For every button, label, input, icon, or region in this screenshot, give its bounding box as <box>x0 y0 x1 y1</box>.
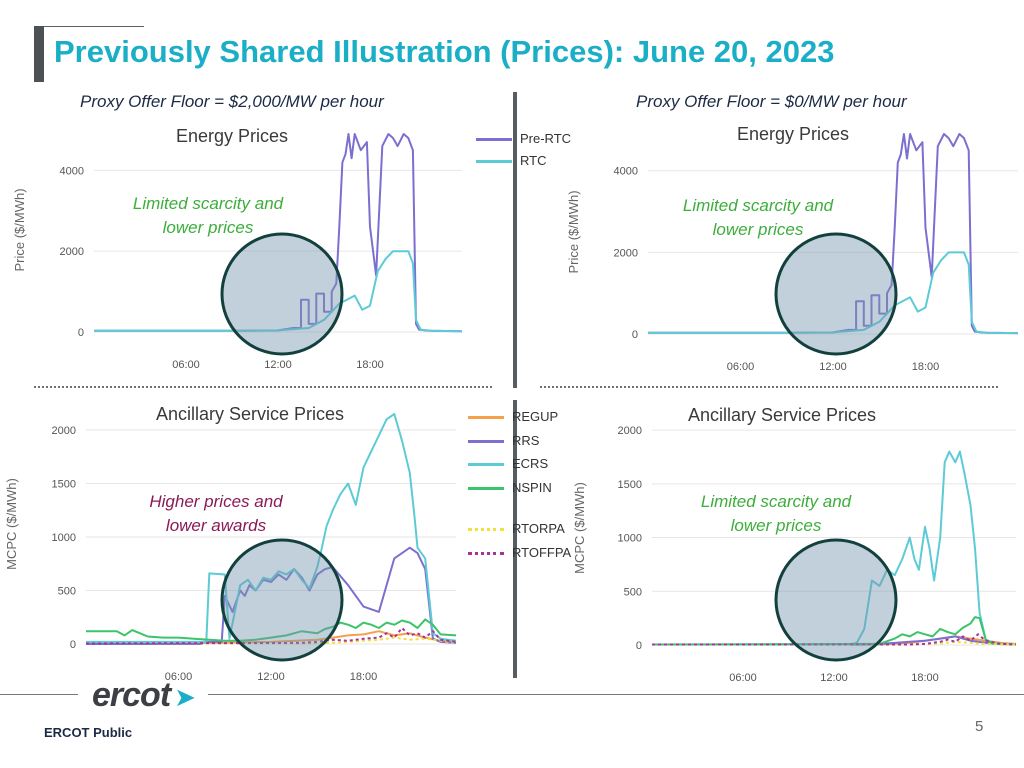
horizontal-divider-right <box>540 386 998 388</box>
title-accent-bar <box>34 26 44 82</box>
series-line-rtoffpa <box>85 627 457 645</box>
chart-title-energy-right: Energy Prices <box>737 124 850 144</box>
footer-rule-left <box>0 694 78 695</box>
chart-title-ancillary-right: Ancillary Service Prices <box>688 405 877 425</box>
legend-swatch <box>476 160 512 163</box>
proxy-floor-left: Proxy Offer Floor = $2,000/MW per hour <box>80 92 384 111</box>
x-tick-label: 12:00 <box>820 672 848 684</box>
chart-0: 0 2000 4000 06:00 12:00 18:00 Price ($/MWh) <box>12 133 463 371</box>
x-tick-label: 06:00 <box>165 671 193 683</box>
y-tick-label: 1500 <box>618 479 642 491</box>
annotation-energy-left: Limited scarcity and lower prices <box>132 194 284 237</box>
y-tick-label: 2000 <box>60 246 84 258</box>
chart-1: 0 2000 4000 06:00 12:00 18:00 Price ($/MWh) <box>566 133 1019 373</box>
footer-label: ERCOT Public <box>44 725 133 740</box>
x-tick-label: 12:00 <box>257 671 285 683</box>
proxy-floor-right: Proxy Offer Floor = $0/MW per hour <box>636 92 907 111</box>
y-axis-label: Price ($/MWh) <box>12 188 27 271</box>
page-number: 5 <box>975 718 984 735</box>
legend-swatch <box>468 439 504 443</box>
series-line-pre-rtc <box>648 133 1019 335</box>
x-tick-label: 06:00 <box>727 361 755 373</box>
x-tick-label: 18:00 <box>350 671 378 683</box>
series-line-nspin <box>651 616 1017 646</box>
series-line-rtoffpa <box>652 633 1017 646</box>
series-line-nspin <box>86 618 457 642</box>
y-tick-label: 500 <box>624 586 642 598</box>
x-tick-label: 12:00 <box>264 359 292 371</box>
legend-swatch <box>468 486 504 490</box>
y-tick-label: 500 <box>58 586 76 598</box>
y-tick-label: 4000 <box>614 166 638 178</box>
legend-swatch <box>468 416 504 419</box>
y-tick-label: 0 <box>632 329 638 341</box>
legend-label: REGUP <box>512 409 559 424</box>
x-tick-label: 06:00 <box>729 672 757 684</box>
vertical-divider-bottom <box>513 400 517 678</box>
highlight-circle <box>220 538 344 662</box>
annotation-ancillary-right: Limited scarcity and lower prices <box>700 492 852 535</box>
legend-swatch <box>468 463 504 466</box>
legend-label: RTC <box>520 153 547 168</box>
ercot-logo: ercot ➤ <box>92 676 196 714</box>
y-axis-label: Price ($/MWh) <box>566 190 581 273</box>
y-axis-label: MCPC ($/MWh) <box>4 478 19 570</box>
slide-title: Previously Shared Illustration (Prices):… <box>54 34 835 69</box>
y-tick-label: 0 <box>70 639 76 651</box>
legend-label: RRS <box>512 432 540 448</box>
x-tick-label: 18:00 <box>356 359 384 371</box>
y-tick-label: 2000 <box>614 247 638 259</box>
title-rule <box>44 26 144 27</box>
y-tick-label: 2000 <box>52 425 76 437</box>
legend-label: RTORPA <box>512 521 565 536</box>
annotation-energy-right: Limited scarcity and lower prices <box>682 196 834 239</box>
annotation-ancillary-left: Higher prices and lower awards <box>149 492 283 535</box>
y-tick-label: 1500 <box>52 479 76 491</box>
legend-label: Pre-RTC <box>520 131 572 146</box>
legend-label: RTOFFPA <box>512 544 572 560</box>
chart-title-energy-left: Energy Prices <box>176 126 289 146</box>
highlight-circle <box>774 538 898 662</box>
chart-3: 0 500 1000 1500 2000 06:00 12:00 18:00 MCPC ($/M… <box>572 425 1017 684</box>
y-tick-label: 1000 <box>618 533 642 545</box>
highlight-circle <box>774 232 898 356</box>
vertical-divider-top <box>513 92 517 388</box>
y-tick-label: 0 <box>78 327 84 339</box>
series-line-ecrs <box>86 413 457 643</box>
x-tick-label: 12:00 <box>819 361 847 373</box>
chart-title-ancillary-left: Ancillary Service Prices <box>156 404 345 424</box>
y-tick-label: 1000 <box>52 532 76 544</box>
logo-mark-icon: ➤ <box>174 682 196 712</box>
chart-2: 0 500 1000 1500 2000 06:00 12:00 18:00 MCPC ($/M… <box>4 413 457 683</box>
footer-rule-right <box>208 694 1024 695</box>
y-tick-label: 2000 <box>618 425 642 437</box>
y-tick-label: 4000 <box>60 165 84 177</box>
x-tick-label: 18:00 <box>911 672 939 684</box>
series-line-ecrs <box>652 450 1017 646</box>
x-tick-label: 18:00 <box>912 361 940 373</box>
legend-swatch <box>468 528 504 531</box>
series-line-rtorpa <box>86 636 457 645</box>
legend-swatch <box>468 551 504 555</box>
legend-label: ECRS <box>512 456 549 471</box>
y-tick-label: 0 <box>636 640 642 652</box>
series-line-pre-rtc <box>94 133 463 333</box>
highlight-circle <box>220 232 344 356</box>
horizontal-divider-left <box>34 386 492 388</box>
legend-swatch <box>476 138 512 141</box>
y-axis-label: MCPC ($/MWh) <box>572 482 587 574</box>
series-line-rtc <box>94 250 463 333</box>
x-tick-label: 06:00 <box>172 359 200 371</box>
legend-label: NSPIN <box>512 479 552 495</box>
series-line-rtc <box>648 251 1019 335</box>
